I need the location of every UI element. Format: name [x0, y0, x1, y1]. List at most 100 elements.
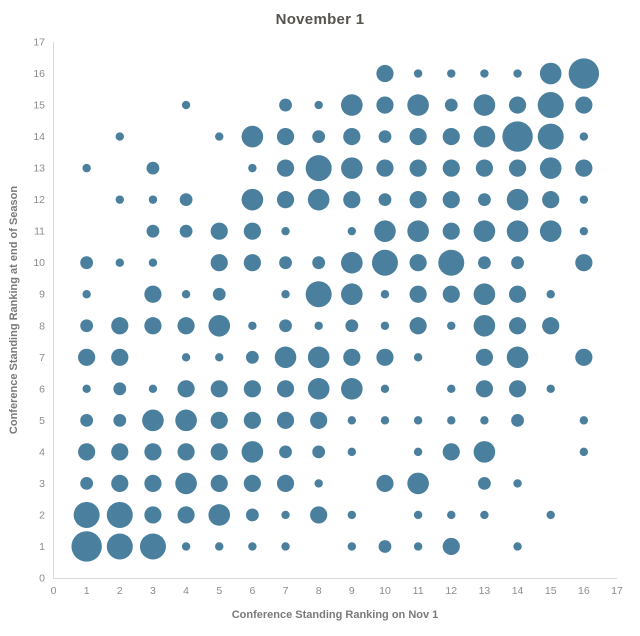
bubble — [305, 281, 332, 308]
y-tick-label: 14 — [33, 131, 45, 143]
bubble — [347, 510, 357, 520]
bubble — [243, 222, 261, 240]
bubble — [473, 125, 496, 148]
bubble — [115, 258, 124, 267]
bubble — [539, 157, 562, 179]
y-tick-label: 5 — [39, 415, 45, 427]
bubble — [478, 193, 491, 207]
bubble — [115, 132, 124, 141]
bubble — [380, 290, 390, 299]
bubble — [438, 249, 465, 276]
x-axis-ticks: 0 1 2 3 4 5 6 7 8 9 10 11 12 13 14 15 16 17 — [51, 585, 623, 597]
bubble — [310, 506, 328, 524]
bubble — [179, 193, 193, 207]
bubble — [447, 510, 456, 520]
bubble — [513, 479, 522, 488]
bubble — [511, 413, 524, 427]
bubble — [409, 285, 427, 303]
bubble — [307, 346, 330, 369]
bubble — [276, 191, 295, 209]
bubble — [579, 132, 589, 141]
bubble — [539, 62, 562, 85]
bubble — [312, 445, 326, 459]
bubble — [279, 98, 292, 112]
bubble — [144, 317, 162, 335]
bubble — [380, 416, 390, 425]
bubble — [447, 416, 456, 425]
y-tick-label: 6 — [39, 383, 45, 395]
y-tick-label: 9 — [39, 289, 45, 301]
bubble — [243, 254, 261, 272]
y-tick-label: 11 — [34, 226, 45, 238]
bubble — [508, 317, 527, 335]
bubble — [144, 474, 162, 493]
bubble — [513, 69, 522, 78]
bubble — [146, 161, 160, 175]
bubble — [142, 409, 164, 432]
y-tick-label: 0 — [39, 573, 45, 585]
bubble — [113, 413, 127, 427]
bubble — [215, 353, 224, 362]
bubble — [215, 542, 224, 551]
bubble — [539, 220, 562, 242]
bubble — [210, 411, 228, 429]
bubble — [177, 380, 195, 398]
bubble — [144, 443, 162, 461]
bubble — [475, 348, 494, 366]
bubble — [241, 125, 264, 148]
bubble — [82, 290, 91, 299]
bubble — [113, 382, 127, 396]
bubble — [148, 384, 158, 394]
bubble — [307, 378, 330, 400]
bubble — [210, 222, 228, 240]
bubble — [407, 94, 429, 116]
bubble — [568, 58, 600, 89]
bubble — [575, 159, 593, 177]
bubble — [537, 123, 564, 150]
bubble — [78, 443, 96, 461]
bubble — [208, 314, 231, 337]
bubble — [307, 188, 330, 211]
bubble — [148, 195, 158, 204]
bubble — [314, 100, 323, 110]
bubble — [407, 220, 429, 242]
bubble — [508, 159, 527, 177]
bubble — [447, 384, 456, 394]
bubble — [473, 441, 496, 463]
bubble — [245, 508, 259, 522]
x-tick-label: 11 — [413, 585, 424, 597]
bubble — [279, 445, 292, 459]
bubble — [215, 132, 224, 141]
bubble — [177, 443, 195, 461]
bubble — [279, 319, 292, 333]
bubble — [181, 353, 191, 362]
bubble — [380, 384, 390, 394]
y-tick-label: 15 — [33, 100, 45, 112]
bubble — [376, 96, 394, 114]
bubble — [78, 348, 96, 366]
bubble — [579, 447, 589, 457]
bubble — [409, 317, 427, 335]
bubble — [579, 416, 589, 425]
bubble — [210, 443, 228, 461]
bubble — [413, 353, 423, 362]
bubble — [378, 193, 392, 207]
bubble — [245, 350, 259, 364]
bubble — [175, 409, 197, 432]
bubble — [376, 474, 394, 493]
x-tick-label: 6 — [249, 585, 255, 597]
x-tick-label: 14 — [512, 585, 524, 597]
bubble — [276, 474, 295, 493]
bubble — [473, 220, 496, 242]
bubble — [181, 542, 191, 551]
bubble — [82, 163, 91, 173]
bubble — [281, 290, 290, 299]
bubble — [376, 64, 394, 83]
bubble — [276, 411, 295, 429]
bubble — [341, 378, 363, 400]
bubble — [480, 510, 489, 520]
y-tick-label: 1 — [39, 541, 45, 553]
bubble — [508, 96, 527, 114]
bubble — [111, 443, 129, 461]
bubble — [276, 127, 295, 146]
